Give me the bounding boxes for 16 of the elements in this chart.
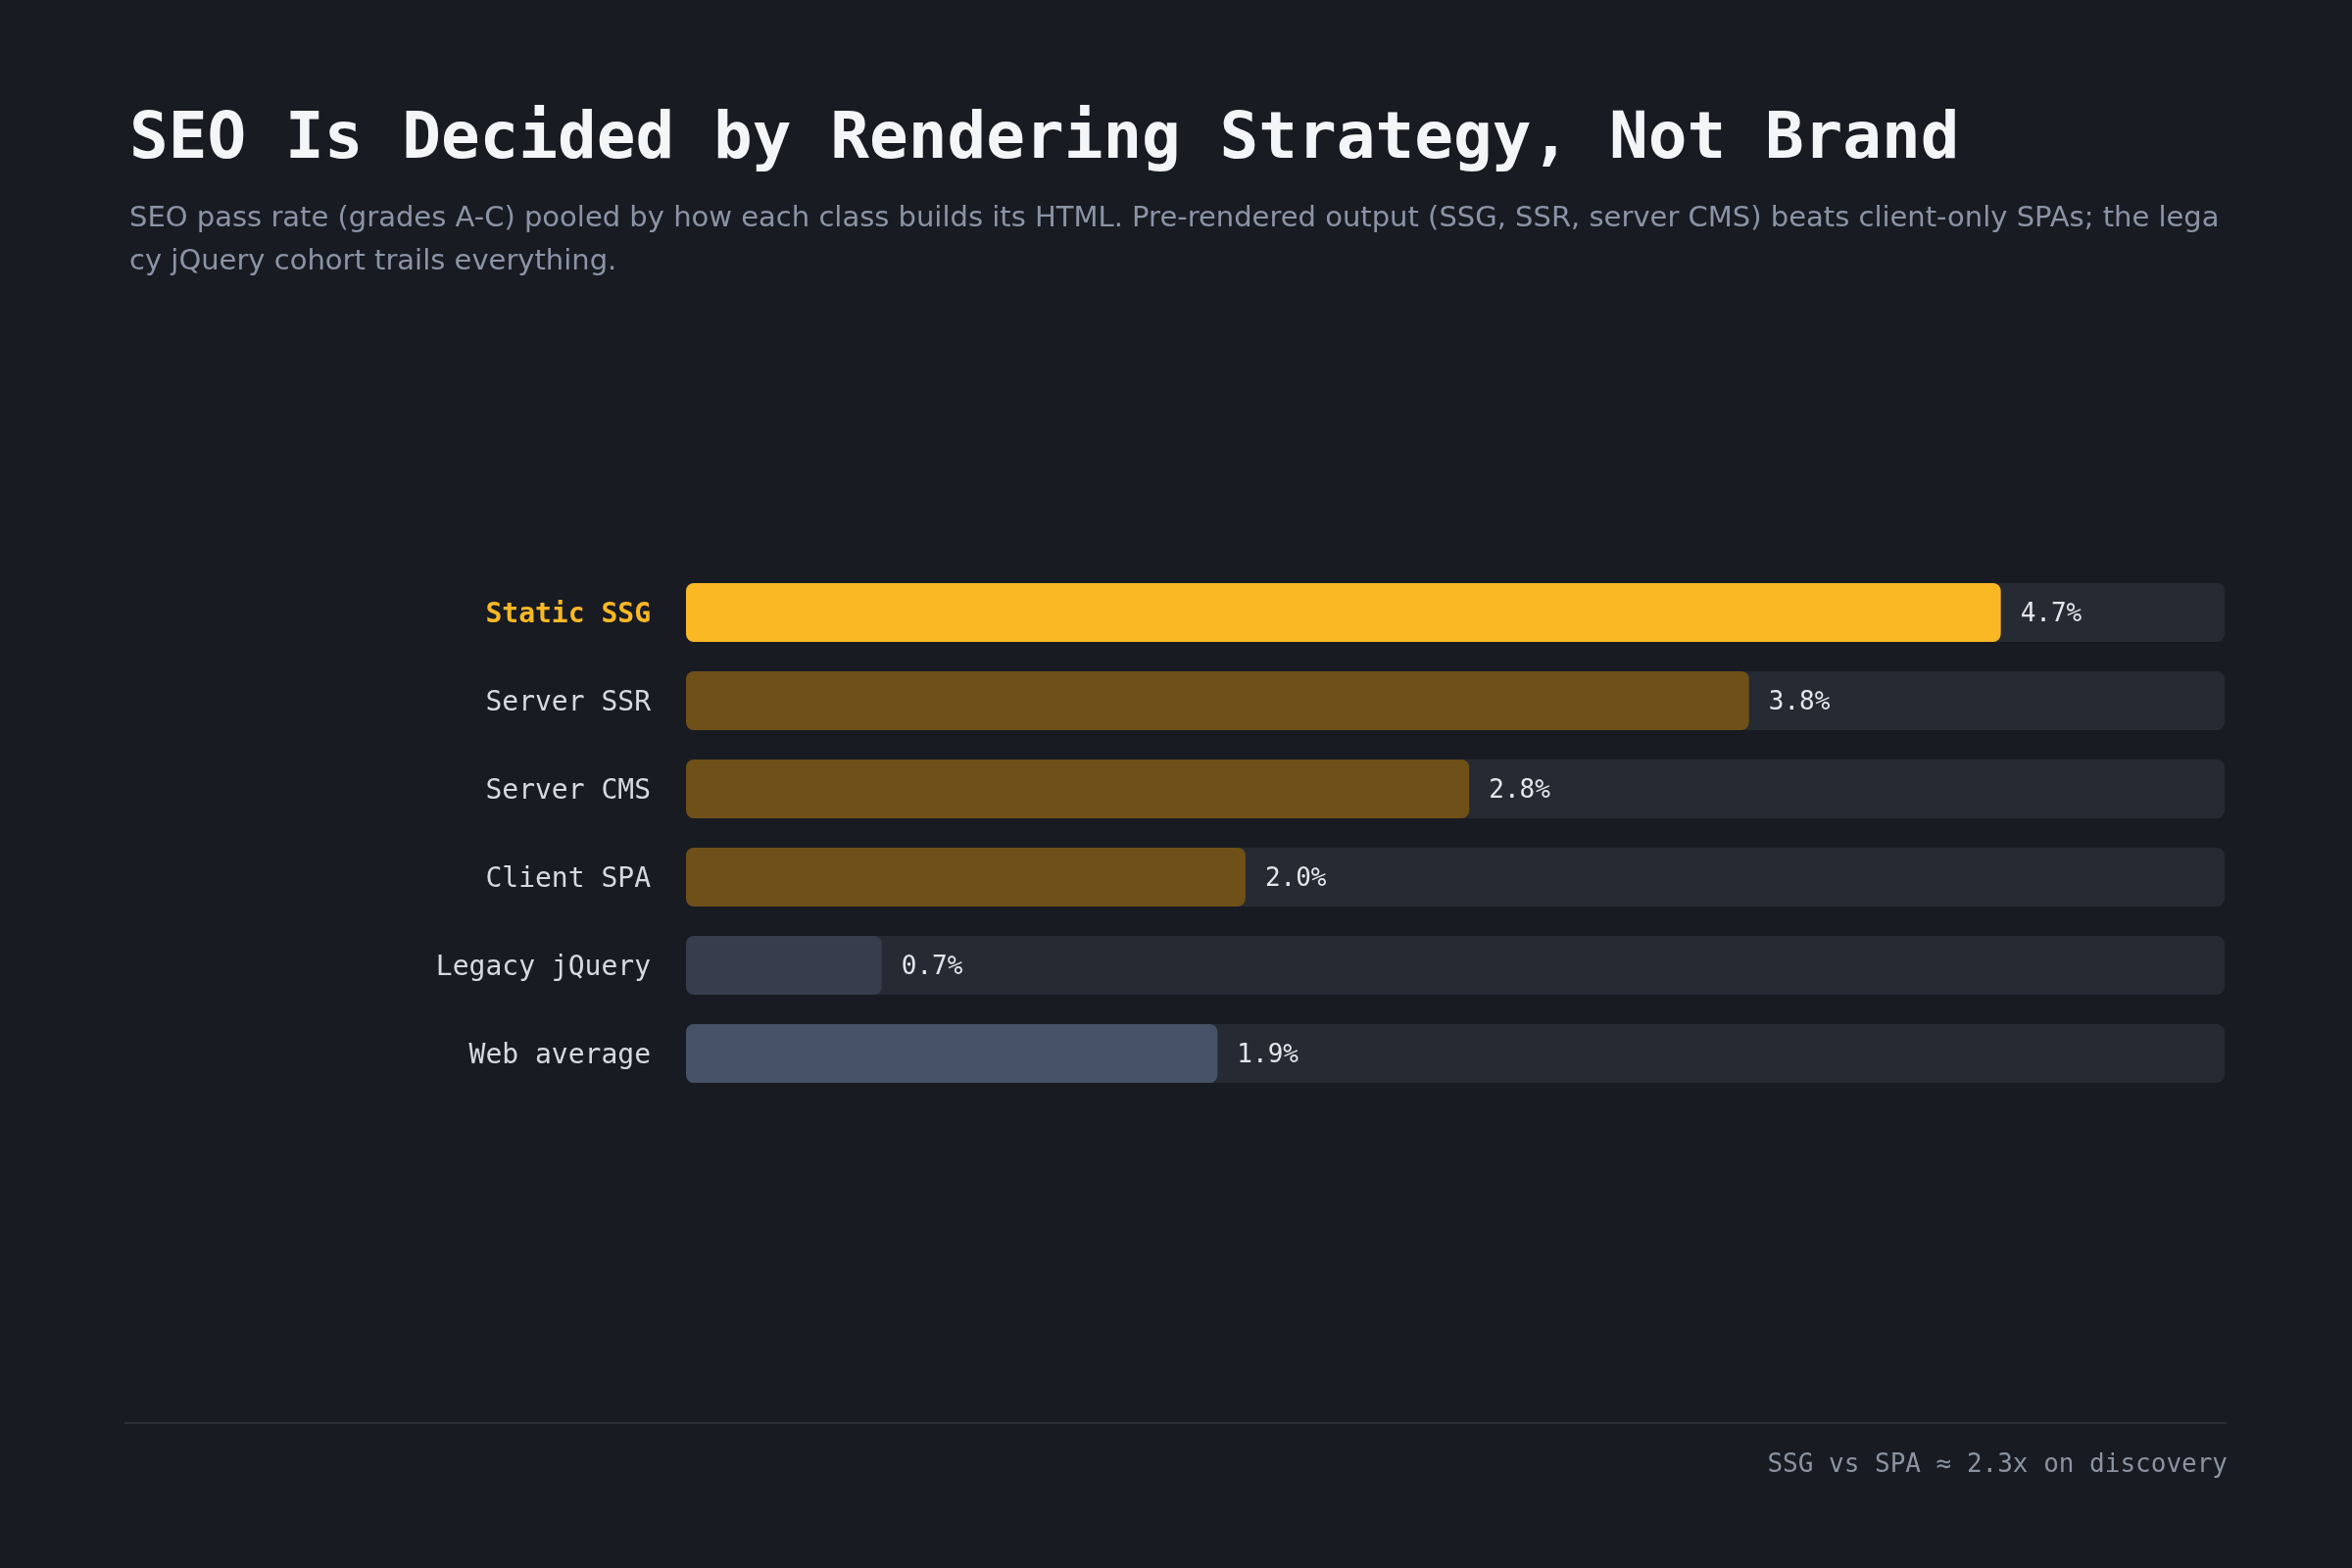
y-tick-label: Web average [468, 1037, 651, 1070]
y-tick-label: Legacy jQuery [435, 949, 651, 982]
y-tick-label: Static SSG [485, 596, 651, 629]
chart-subtitle: SEO pass rate (grades A-C) pooled by how each class builds its HTML. Pre-rendered output (SSG, SSR, server CMS) beats client-only SPAs; the legacy jQuery cohort trails everything. [129, 200, 2220, 276]
data-label: 2.0% [1264, 862, 1327, 892]
y-tick-label: Server CMS [485, 772, 651, 806]
data-label: 4.7% [2020, 598, 2082, 627]
chart-title: SEO Is Decided by Rendering Strategy, Not Brand [129, 97, 1960, 173]
data-label: 2.8% [1489, 774, 1551, 804]
data-label: 3.8% [1768, 686, 1831, 715]
data-label: 1.9% [1237, 1039, 1299, 1068]
bar [686, 936, 882, 995]
data-label: 0.7% [901, 951, 963, 980]
text: SSG vs SPA ≈ 2.3x on discovery [1767, 1448, 2229, 1478]
y-tick-label: Client SPA [485, 860, 652, 894]
y-tick-label: Server SSR [485, 684, 652, 717]
